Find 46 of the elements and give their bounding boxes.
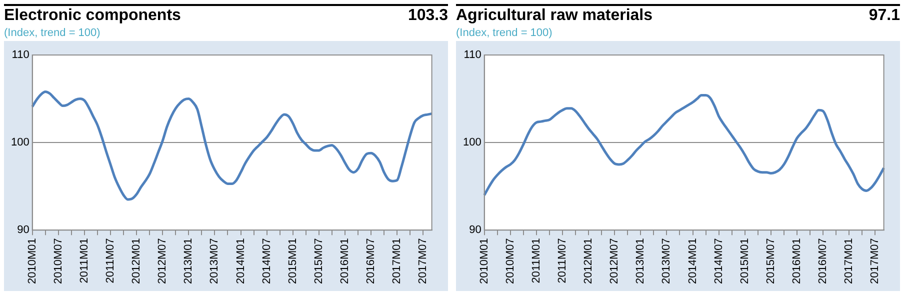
x-tick-label: 2010M01 [26,238,38,284]
x-tick-label: 2017M01 [843,238,856,284]
x-tick-label: 2011M01 [78,238,90,284]
y-tick-label: 100 [462,136,482,149]
x-tick-label: 2015M01 [738,238,751,284]
line-series [483,94,886,196]
chart-title: Electronic components [4,6,181,26]
x-tick-label: 2015M07 [312,238,325,284]
y-tick-label: 100 [10,136,30,149]
x-tick-label: 2014M01 [686,238,699,284]
x-tick-label: 2016M07 [817,238,830,284]
line-series [31,90,434,201]
text: 103.3 [408,6,448,26]
y-tick-label: 90 [17,224,30,236]
x-tick-label: 2011M07 [104,238,117,284]
x-tick-label: 2017M01 [391,238,404,284]
x-tick-label: 2012M01 [582,238,595,284]
chart-title: Agricultural raw materials [456,6,653,26]
chart-subtitle: (Index, trend = 100) [4,26,102,41]
x-tick-label: 2010M07 [52,238,64,284]
x-tick-label: 2014M01 [234,238,247,284]
x-tick-label: 2013M07 [208,238,221,284]
y-tick-label: 110 [464,49,482,62]
x-tick-label: 2013M01 [182,238,195,284]
x-tick-label: 2013M07 [660,238,673,284]
x-tick-label: 2011M01 [530,238,542,284]
x-tick-label: 2017M07 [869,238,882,284]
x-tick-label: 2015M01 [286,238,299,284]
x-tick-label: 2012M01 [130,238,143,284]
text: 97.1 [868,6,900,26]
x-tick-label: 2014M07 [712,238,725,284]
x-tick-label: 2012M07 [156,238,169,284]
x-tick-label: 2010M07 [504,238,516,284]
y-tick-label: 90 [469,224,482,236]
x-tick-label: 2010M01 [478,238,490,284]
x-tick-label: 2015M07 [764,238,777,284]
x-tick-label: 2016M07 [365,238,378,284]
x-tick-label: 2012M07 [608,238,621,284]
x-tick-label: 2014M07 [260,238,273,284]
x-tick-label: 2016M01 [338,238,351,284]
chart-subtitle: (Index, trend = 100) [456,26,554,41]
x-tick-label: 2013M01 [634,238,647,284]
x-tick-label: 2016M01 [790,238,803,284]
y-tick-label: 110 [12,49,30,62]
x-tick-label: 2011M07 [556,238,569,284]
x-tick-label: 2017M07 [417,238,430,284]
